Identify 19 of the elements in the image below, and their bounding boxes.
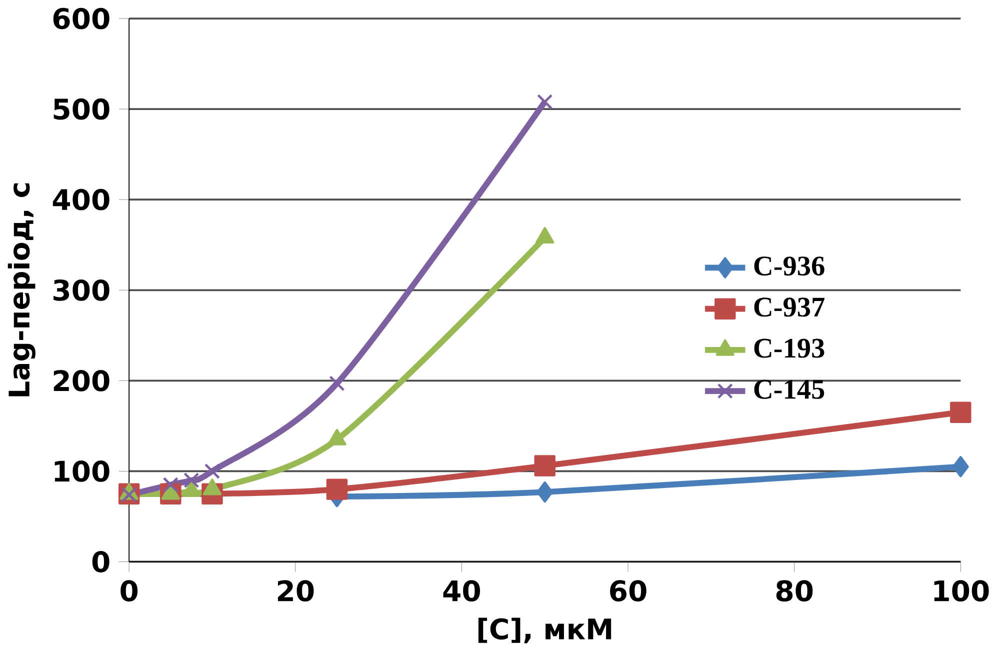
x-axis-title: [C], мкМ	[478, 618, 612, 644]
legend-label: C-937	[754, 298, 824, 317]
y-tick-label: 500	[54, 98, 110, 120]
y-tick-label: 300	[54, 279, 110, 301]
y-axis-title: Lag-період, с	[8, 183, 36, 396]
y-tick-label: 600	[53, 8, 110, 30]
x-tick-label: 60	[610, 580, 646, 602]
y-tick-label: 100	[54, 460, 110, 482]
legend-label: C-145	[754, 380, 824, 399]
x-tick-label: 100	[934, 580, 989, 602]
x-tick-label: 80	[776, 580, 813, 602]
y-tick-label: 400	[52, 188, 110, 210]
legend-label: C-936	[754, 256, 824, 276]
x-tick-label: 40	[443, 580, 480, 602]
x-tick-label: 0	[120, 580, 138, 602]
x-tick-label: 20	[278, 580, 314, 602]
y-tick-label: 200	[54, 370, 110, 392]
legend-label: C-193	[754, 338, 824, 358]
y-tick-label: 0	[92, 551, 110, 572]
